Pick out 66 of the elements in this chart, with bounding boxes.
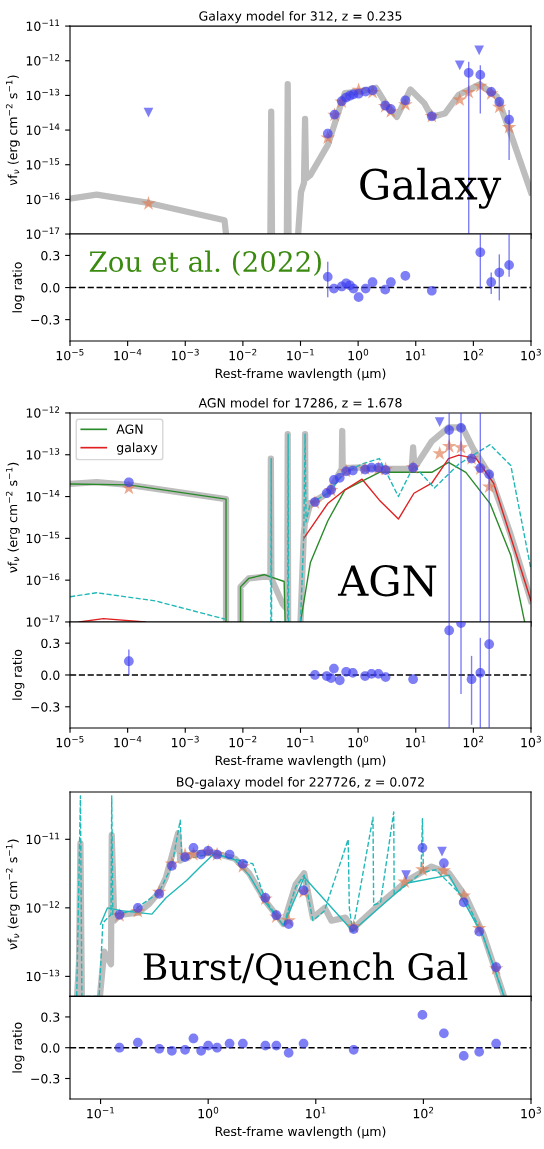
y-tick-label: 10$^{−16}$ [26,192,60,205]
y-tick-label: −0.3 [31,315,60,325]
x-tick-label: 10$^{−1}$ [287,348,314,361]
y-tick-label: 10$^{−12}$ [26,54,60,66]
y-tick-label: 10$^{−12}$ [26,406,60,418]
x-tick-label: 10$^{−5}$ [56,735,84,748]
x-tick-label: 10$^{−2}$ [229,348,257,361]
y-tick-label: 10$^{−13}$ [26,448,60,460]
y-tick-label: 0.3 [41,250,60,261]
annotation: Galaxy [360,167,502,209]
x-tick-label: 10$^{1}$ [406,348,426,361]
x-tick-label: 10$^{−1}$ [87,1106,114,1119]
x-tick-label: 10$^{−1}$ [287,735,314,748]
x-tick-label: 10$^{−3}$ [171,735,199,748]
y-axis-title: log ratio [12,262,25,313]
x-tick-label: 10$^{−4}$ [114,735,142,748]
chart-title: AGN model for 17286, z = 1.678 [198,397,402,409]
x-tick-label: 10$^{3}$ [521,1106,541,1119]
y-tick-label: 10$^{−11}$ [26,832,60,845]
y-tick-label: 10$^{−15}$ [26,531,60,544]
y-axis-title: log ratio [12,1022,25,1073]
x-tick-label: 10$^{2}$ [463,348,484,361]
x-tick-label: 10$^{3}$ [521,348,541,361]
x-axis-title: Rest-frame wavlength (μm) [215,1126,386,1139]
annotation: Burst/Quench Gal [143,952,468,986]
x-tick-label: 10$^{−4}$ [114,348,142,361]
y-tick-label: 10$^{−16}$ [26,573,60,585]
legend-label: AGN [116,424,143,434]
y-tick-label: 10$^{−14}$ [26,490,60,502]
x-tick-label: 10$^{0}$ [198,1106,219,1119]
x-axis-title: Rest-frame wavlength (μm) [215,368,386,381]
y-tick-label: 10$^{−13}$ [26,88,60,101]
x-tick-label: 10$^{0}$ [348,348,369,361]
y-tick-label: 0.0 [41,1043,60,1053]
y-tick-label: 10$^{−14}$ [26,123,60,135]
x-tick-label: 10$^{3}$ [521,735,541,748]
annotation: Zou et al. (2022) [89,250,321,276]
y-axis-title: log ratio [12,649,25,700]
x-tick-label: 10$^{0}$ [348,735,369,748]
y-tick-label: 0.3 [41,638,60,649]
y-tick-label: 0.0 [41,283,60,293]
y-axis-title: νf$_{ν}$ (erg cm$^{−2}$ s$^{−1}$) [5,75,20,186]
y-tick-label: 10$^{−13}$ [26,969,60,982]
x-tick-label: 10$^{1}$ [406,735,426,748]
y-tick-label: 10$^{−11}$ [26,19,60,31]
y-tick-label: 10$^{−15}$ [26,158,60,170]
x-tick-label: 10$^{−3}$ [171,348,199,361]
y-tick-label: 0.0 [41,670,60,680]
annotation: AGN [337,564,437,597]
chart-title: BQ-galaxy model for 227726, z = 0.072 [177,776,424,790]
y-tick-label: 0.3 [41,1012,60,1022]
x-tick-label: 10$^{2}$ [463,735,484,748]
chart-title: Galaxy model for 312, z = 0.235 [199,11,402,24]
y-tick-label: 10$^{−17}$ [26,615,60,627]
y-axis-title: νf$_{ν}$ (erg cm$^{−2}$ s$^{−1}$) [5,839,20,950]
y-tick-label: 10$^{−12}$ [26,901,60,913]
x-axis-title: Rest-frame wavlength (μm) [215,755,386,768]
x-tick-label: 10$^{1}$ [306,1106,326,1119]
x-tick-label: 10$^{2}$ [413,1106,434,1119]
x-tick-label: 10$^{−5}$ [56,348,84,361]
y-tick-label: −0.3 [31,702,60,712]
x-tick-label: 10$^{−2}$ [229,735,257,748]
legend-label: galaxy [116,442,158,455]
y-tick-label: 10$^{−17}$ [26,227,60,239]
y-axis-title: νf$_{ν}$ (erg cm$^{−2}$ s$^{−1}$) [5,462,20,573]
y-tick-label: −0.3 [31,1073,60,1084]
